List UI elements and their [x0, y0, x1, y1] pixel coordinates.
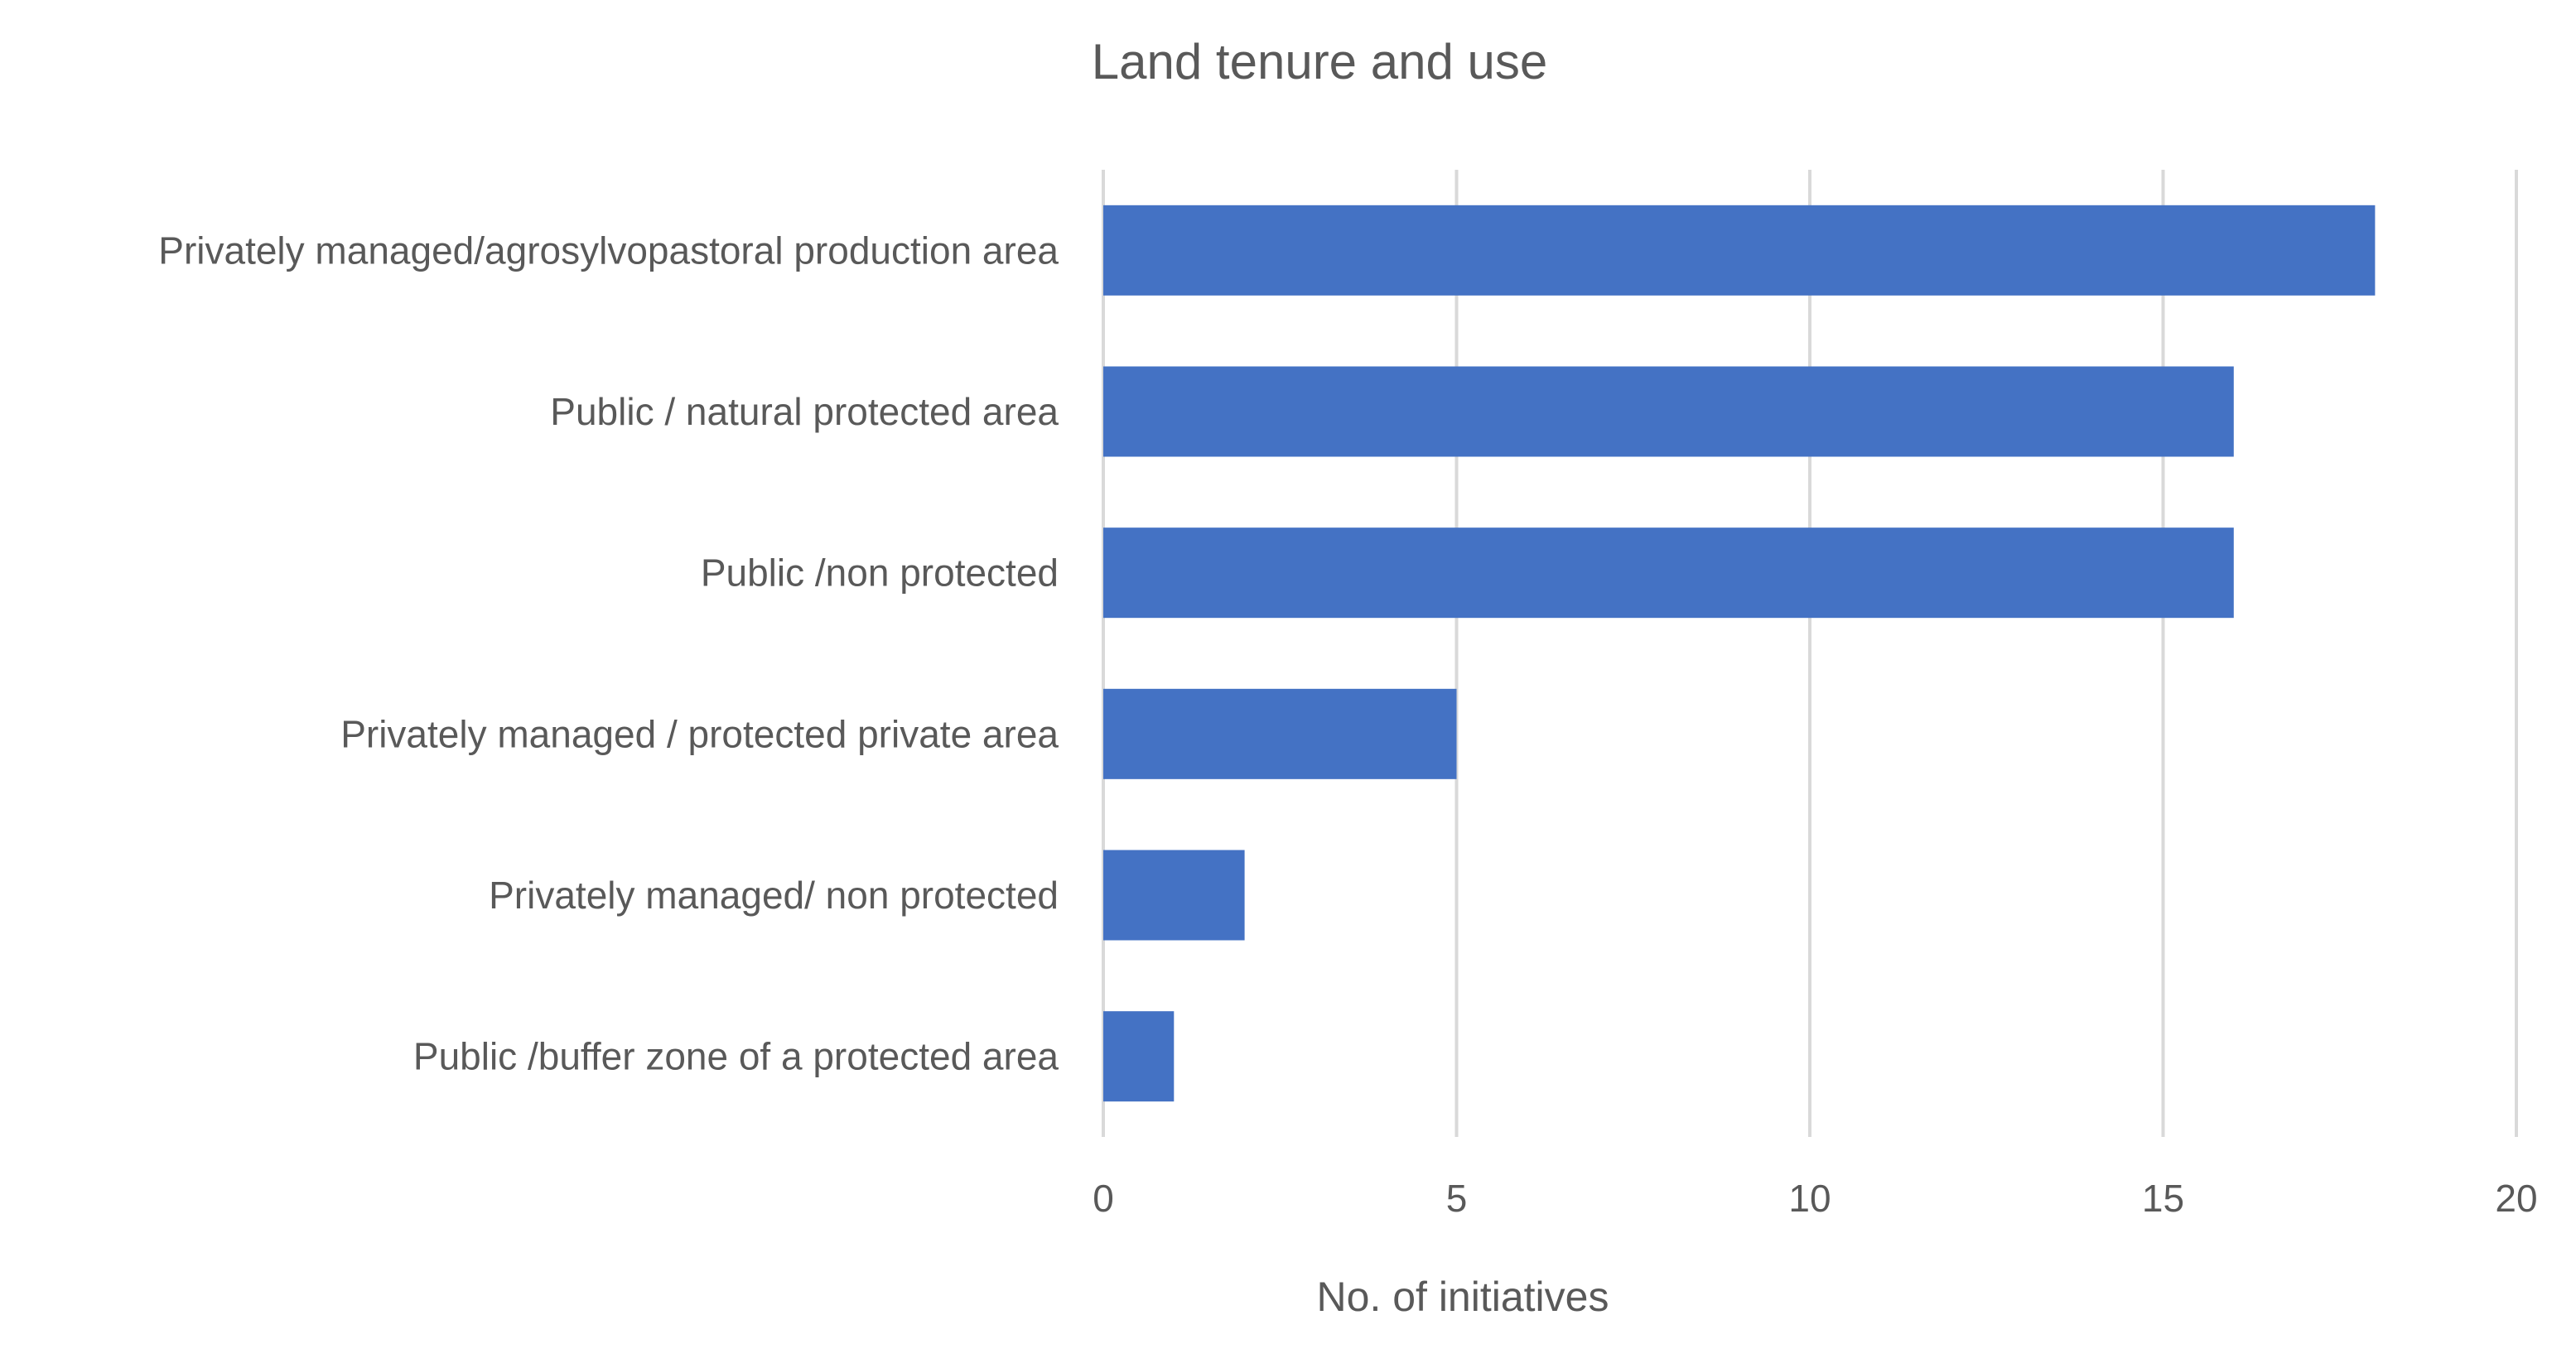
bar — [1103, 1011, 1175, 1102]
x-tick-label: 0 — [1093, 1177, 1114, 1220]
category-label: Public /buffer zone of a protected area — [413, 1035, 1059, 1078]
category-label: Public /non protected — [701, 552, 1059, 595]
x-tick-labels: 0 5 10 15 20 — [1093, 1177, 2537, 1220]
category-label: Privately managed/ non protected — [489, 874, 1059, 917]
category-label: Privately managed / protected private ar… — [340, 712, 1059, 755]
bar — [1103, 205, 2376, 296]
bar — [1103, 850, 1245, 941]
category-label: Privately managed/agrosylvopastoral prod… — [158, 229, 1059, 272]
category-label: Public / natural protected area — [550, 390, 1059, 433]
category-labels: Privately managed/agrosylvopastoral prod… — [158, 229, 1059, 1077]
x-tick-label: 20 — [2495, 1177, 2537, 1220]
x-axis-label: No. of initiatives — [1317, 1274, 1609, 1320]
bar — [1103, 527, 2234, 619]
chart-title: Land tenure and use — [1092, 34, 1547, 89]
x-tick-label: 15 — [2142, 1177, 2184, 1220]
gridlines — [1102, 170, 2518, 1137]
x-tick-label: 10 — [1788, 1177, 1831, 1220]
bars — [1103, 205, 2376, 1102]
x-tick-label: 5 — [1446, 1177, 1468, 1220]
bar — [1103, 366, 2234, 457]
bar — [1103, 688, 1457, 779]
